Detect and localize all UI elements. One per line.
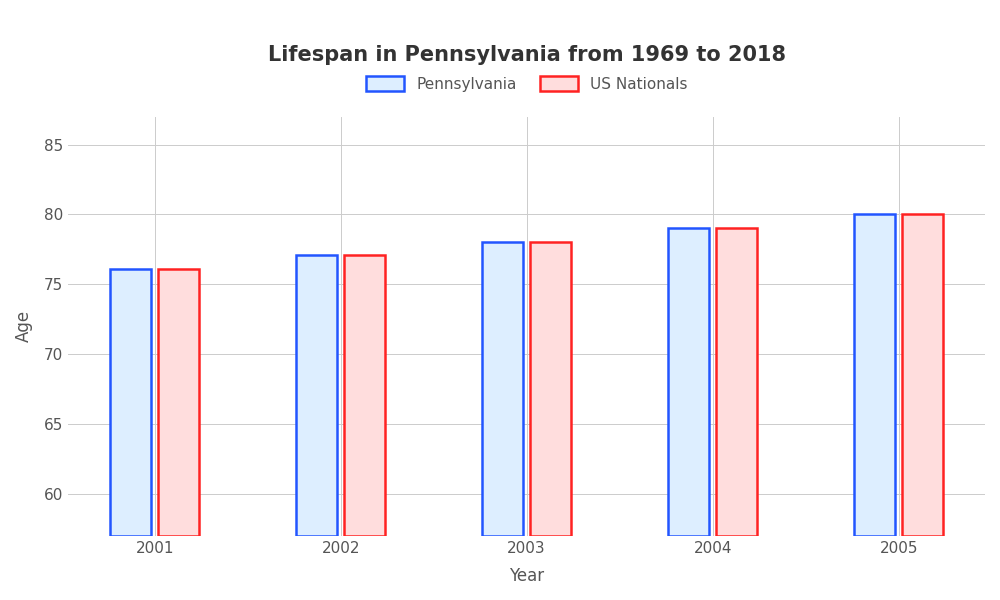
Bar bbox=[854, 214, 895, 536]
Bar bbox=[110, 269, 151, 536]
Bar bbox=[716, 229, 757, 536]
X-axis label: Year: Year bbox=[509, 567, 544, 585]
Title: Lifespan in Pennsylvania from 1969 to 2018: Lifespan in Pennsylvania from 1969 to 20… bbox=[268, 45, 786, 65]
Bar bbox=[344, 255, 385, 536]
Bar bbox=[482, 242, 523, 536]
Bar bbox=[902, 214, 943, 536]
Bar bbox=[668, 229, 709, 536]
Legend: Pennsylvania, US Nationals: Pennsylvania, US Nationals bbox=[360, 70, 694, 98]
Bar bbox=[158, 269, 199, 536]
Bar bbox=[296, 255, 337, 536]
Bar bbox=[530, 242, 571, 536]
Y-axis label: Age: Age bbox=[15, 310, 33, 343]
